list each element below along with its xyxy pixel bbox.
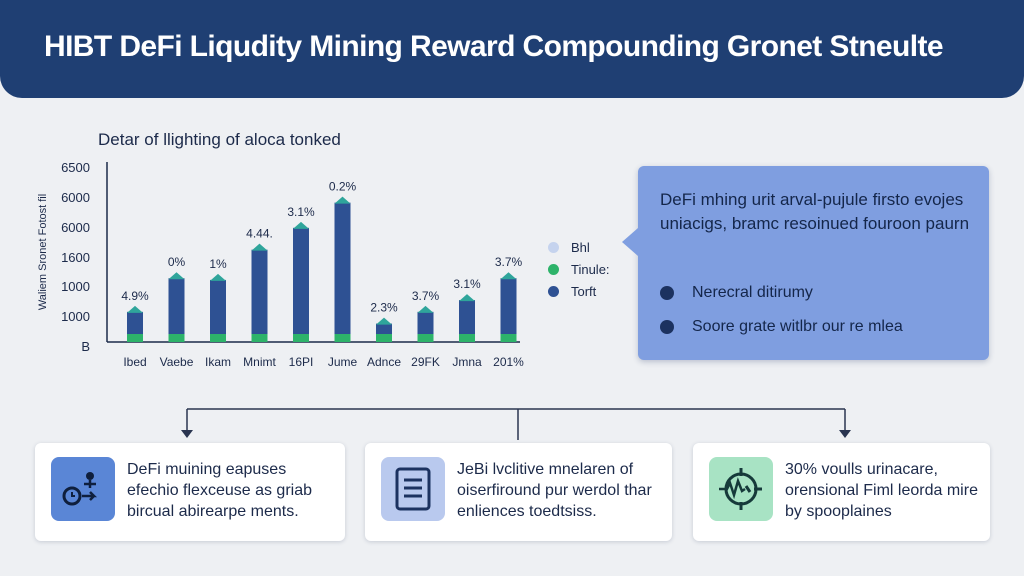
chart-legend: Bhl Tinule: Torft bbox=[548, 236, 610, 302]
info-callout: DeFi mhing urit arval-pujule firsto evoj… bbox=[622, 166, 989, 360]
bar-base-segment bbox=[334, 334, 351, 342]
document-icon bbox=[395, 467, 431, 511]
y-tick-label: B bbox=[81, 339, 90, 354]
callout-bullet-text: Nerecral ditirumy bbox=[692, 284, 813, 301]
legend-label: Bhl bbox=[571, 239, 590, 255]
info-card: DeFi muining eapuses efechio flexceuse a… bbox=[35, 443, 345, 541]
bar-cap bbox=[334, 196, 351, 204]
info-card: JeBi lvclitive mnelaren of oiserfiround … bbox=[365, 443, 672, 541]
x-tick-label: Mnimt bbox=[243, 355, 276, 369]
bar-data-label: 1% bbox=[209, 257, 227, 271]
x-tick-label: 29FK bbox=[411, 355, 440, 369]
callout-bullet: Nerecral ditirumy bbox=[660, 284, 813, 302]
bar bbox=[459, 300, 475, 342]
y-axis-label: Waliem Sronet Fotost fil bbox=[37, 194, 49, 310]
bar-data-label: 0.2% bbox=[329, 180, 357, 194]
bar-cap bbox=[376, 317, 392, 325]
y-tick-label: 1000 bbox=[61, 279, 90, 294]
bar-base-segment bbox=[293, 334, 309, 342]
card-text: 30% voulls urinacare, orensional Fiml le… bbox=[785, 461, 978, 520]
chart-axes: 6500 6000 6000 1600 1000 1000 B Waliem Sronet F… bbox=[37, 160, 520, 354]
bar-base-segment bbox=[127, 334, 143, 342]
bar bbox=[293, 227, 309, 342]
bar-data-label: 3.7% bbox=[495, 255, 523, 269]
bullet-dot-icon bbox=[660, 320, 674, 334]
bar-data-label: 3.7% bbox=[412, 289, 440, 303]
callout-bullet: Soore grate witlbr our re mlea bbox=[660, 318, 903, 336]
card-icon-box bbox=[709, 457, 773, 521]
callout-pointer bbox=[622, 228, 638, 256]
info-card: 30% voulls urinacare, orensional Fiml le… bbox=[693, 443, 990, 541]
network-user-icon bbox=[62, 472, 98, 506]
legend-item: Torft bbox=[548, 280, 610, 302]
legend-swatch bbox=[548, 263, 559, 275]
y-tick-label: 6000 bbox=[61, 190, 90, 205]
x-tick-label: 16PI bbox=[289, 355, 314, 369]
bar-base-segment bbox=[459, 334, 475, 342]
legend-label: Torft bbox=[571, 283, 597, 299]
x-tick-label: Jmna bbox=[452, 355, 482, 369]
legend-swatch bbox=[548, 285, 559, 297]
x-tick-label: Ibed bbox=[123, 355, 146, 369]
x-tick-label: 201% bbox=[493, 355, 524, 369]
bar-data-label: 4.9% bbox=[121, 289, 149, 303]
legend-item: Tinule: bbox=[548, 258, 610, 280]
page-title: HIBT DeFi Liqudity Mining Reward Compoun… bbox=[44, 30, 944, 63]
bar-data-label: 3.1% bbox=[453, 277, 481, 291]
chart-title: Detar of llighting of aloca tonked bbox=[98, 130, 341, 149]
x-tick-label: Adnce bbox=[367, 355, 401, 369]
card-icon-box bbox=[51, 457, 115, 521]
card-text: DeFi muining eapuses efechio flexceuse a… bbox=[127, 461, 312, 520]
bar-base-segment bbox=[251, 334, 268, 342]
x-tick-label: Vaebe bbox=[160, 355, 194, 369]
legend-label: Tinule: bbox=[571, 261, 610, 277]
y-tick-label: 1000 bbox=[61, 309, 90, 324]
bar-cap bbox=[168, 272, 185, 280]
card-text: JeBi lvclitive mnelaren of oiserfiround … bbox=[457, 461, 652, 520]
card-icon-box bbox=[381, 457, 445, 521]
y-tick-label: 6500 bbox=[61, 160, 90, 175]
bar-chart: 6500 6000 6000 1600 1000 1000 B Waliem Sronet F… bbox=[37, 160, 524, 369]
bar bbox=[210, 279, 226, 342]
bar-base-segment bbox=[417, 334, 434, 342]
y-tick-label: 1600 bbox=[61, 250, 90, 265]
bar-cap bbox=[293, 221, 309, 229]
bar-base-segment bbox=[210, 334, 226, 342]
bar-cap bbox=[459, 294, 475, 302]
bar-cap bbox=[251, 243, 268, 251]
chart-bars: 4.9% Ibed 0% Vaebe 1% Ikam 4.44. Mnimt 3.1% 16PI 0… bbox=[121, 180, 524, 369]
legend-item: Bhl bbox=[548, 236, 610, 258]
bar-base-segment bbox=[168, 334, 185, 342]
bar-base-segment bbox=[500, 334, 517, 342]
bar-cap bbox=[500, 272, 517, 280]
target-pulse-icon bbox=[719, 468, 762, 510]
bar bbox=[251, 249, 268, 342]
callout-bullet-text: Soore grate witlbr our re mlea bbox=[692, 318, 903, 335]
connector-lines bbox=[181, 408, 851, 440]
bar-data-label: 3.1% bbox=[287, 205, 315, 219]
legend-swatch bbox=[548, 241, 559, 253]
bar-base-segment bbox=[376, 334, 392, 342]
x-tick-label: Jume bbox=[328, 355, 358, 369]
bar-cap bbox=[127, 305, 143, 313]
callout-text: DeFi mhing urit arval-pujule firsto evoj… bbox=[660, 190, 970, 233]
bar-data-label: 4.44. bbox=[246, 227, 273, 241]
x-tick-label: Ikam bbox=[205, 355, 231, 369]
bar-cap bbox=[210, 273, 226, 281]
bar bbox=[500, 278, 517, 342]
bullet-dot-icon bbox=[660, 286, 674, 300]
header-banner: HIBT DeFi Liqudity Mining Reward Compoun… bbox=[0, 0, 1024, 98]
bar bbox=[334, 202, 351, 342]
y-tick-label: 6000 bbox=[61, 220, 90, 235]
bar bbox=[168, 278, 185, 342]
bar-cap bbox=[417, 305, 434, 313]
bar-data-label: 2.3% bbox=[370, 301, 398, 315]
bar-data-label: 0% bbox=[168, 255, 186, 269]
